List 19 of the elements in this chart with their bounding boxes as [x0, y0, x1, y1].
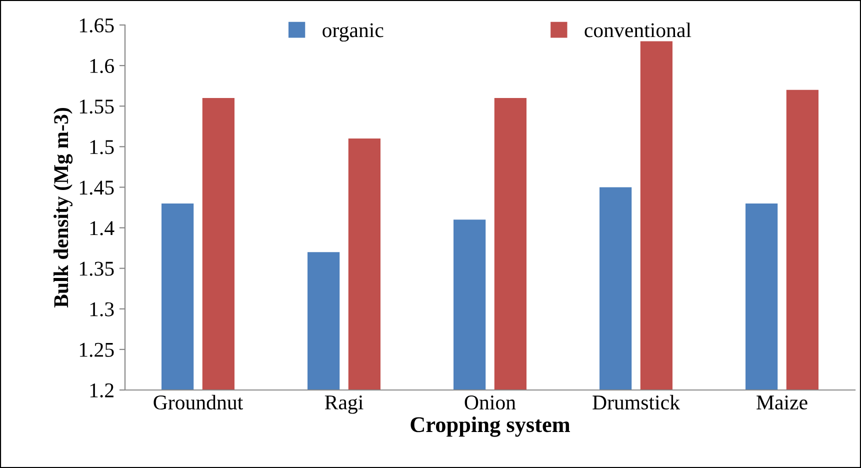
y-tick-label: 1.45 — [80, 180, 114, 195]
y-tick-label: 1.5 — [90, 140, 114, 154]
x-tick-label: Groundnut — [154, 394, 244, 410]
y-tick-label: 1.35 — [80, 262, 114, 276]
y-tick-label: 1.25 — [80, 342, 114, 357]
x-tick-label: Maize — [756, 396, 808, 410]
y-tick-label: 1.55 — [80, 100, 114, 114]
y-tick-label: 1.65 — [80, 18, 114, 33]
y-axis-title: Bulk density (Mg m-3) — [54, 108, 73, 308]
y-tick-label: 1.6 — [90, 58, 114, 74]
y-tick-label: 1.3 — [90, 302, 114, 316]
legend-label: conventional — [584, 22, 692, 38]
x-tick-label: Drumstick — [592, 394, 680, 410]
x-axis-title: Cropping system — [410, 416, 570, 437]
legend-label: organic — [322, 23, 384, 42]
y-tick-label: 1.4 — [90, 221, 114, 236]
y-tick-label: 1.2 — [90, 383, 114, 398]
x-tick-label: Onion — [464, 396, 516, 410]
x-tick-label: Ragi — [324, 395, 364, 414]
